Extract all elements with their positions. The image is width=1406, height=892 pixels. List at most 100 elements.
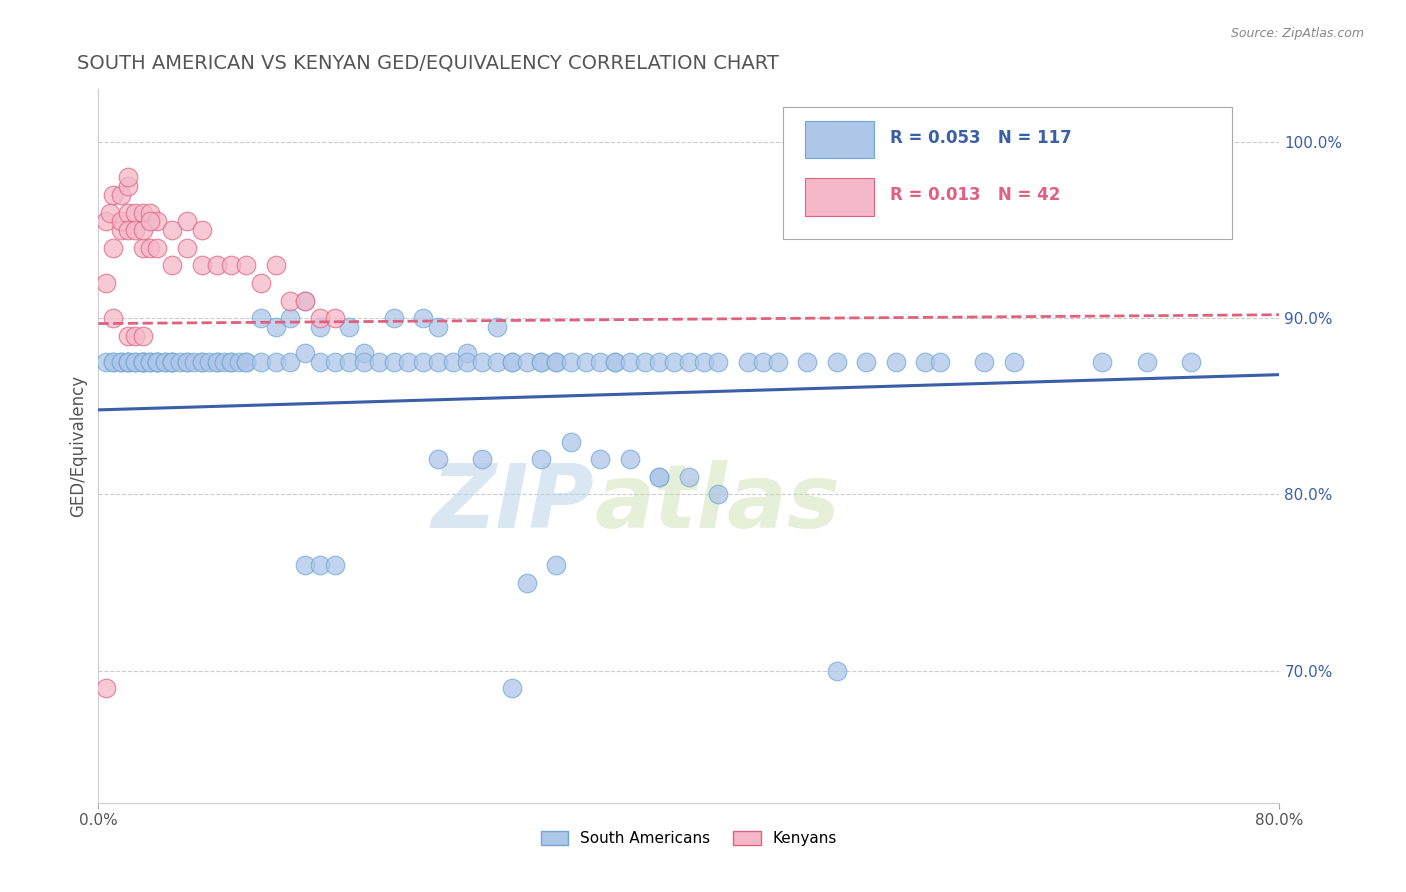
- Point: [103, 355, 125, 369]
- Text: SOUTH AMERICAN VS KENYAN GED/EQUIVALENCY CORRELATION CHART: SOUTH AMERICAN VS KENYAN GED/EQUIVALENCY…: [77, 54, 779, 72]
- Point: [412, 355, 434, 369]
- Point: [132, 329, 155, 343]
- Point: [664, 355, 686, 369]
- Point: [191, 259, 214, 273]
- Point: [117, 205, 139, 219]
- Point: [250, 276, 273, 290]
- FancyBboxPatch shape: [804, 178, 875, 216]
- Point: [589, 355, 612, 369]
- Point: [191, 355, 214, 369]
- Point: [884, 355, 907, 369]
- Point: [619, 452, 641, 467]
- Point: [412, 311, 434, 326]
- Point: [139, 214, 162, 228]
- Point: [353, 355, 375, 369]
- Point: [103, 311, 125, 326]
- Point: [427, 355, 450, 369]
- Point: [914, 355, 936, 369]
- Point: [153, 355, 176, 369]
- Legend: South Americans, Kenyans: South Americans, Kenyans: [534, 825, 844, 852]
- Point: [139, 205, 162, 219]
- Point: [486, 355, 509, 369]
- Point: [132, 205, 155, 219]
- Point: [264, 259, 287, 273]
- Point: [117, 179, 139, 194]
- Point: [103, 241, 125, 255]
- Point: [471, 452, 494, 467]
- Point: [132, 241, 155, 255]
- Point: [146, 355, 169, 369]
- Point: [589, 452, 612, 467]
- Point: [124, 205, 146, 219]
- Point: [228, 355, 250, 369]
- Point: [382, 311, 405, 326]
- Point: [309, 311, 332, 326]
- Point: [605, 355, 627, 369]
- Point: [250, 355, 273, 369]
- Point: [605, 355, 627, 369]
- Point: [212, 355, 235, 369]
- Point: [117, 355, 139, 369]
- Point: [132, 355, 155, 369]
- Point: [153, 355, 176, 369]
- Text: R = 0.053   N = 117: R = 0.053 N = 117: [890, 128, 1071, 146]
- Point: [221, 355, 243, 369]
- Point: [117, 329, 139, 343]
- Point: [575, 355, 598, 369]
- Point: [427, 320, 450, 334]
- Point: [191, 355, 214, 369]
- Point: [183, 355, 205, 369]
- Point: [176, 214, 198, 228]
- Point: [250, 311, 273, 326]
- Point: [162, 259, 183, 273]
- Point: [648, 470, 671, 484]
- Point: [678, 470, 700, 484]
- Point: [235, 355, 257, 369]
- Point: [98, 205, 121, 219]
- Point: [132, 355, 155, 369]
- Point: [973, 355, 995, 369]
- Point: [634, 355, 657, 369]
- Point: [221, 259, 243, 273]
- Point: [707, 355, 730, 369]
- Point: [766, 355, 789, 369]
- Point: [752, 355, 775, 369]
- Point: [117, 355, 139, 369]
- Point: [294, 346, 316, 360]
- Point: [1091, 355, 1114, 369]
- Point: [737, 355, 759, 369]
- Point: [546, 355, 568, 369]
- Point: [176, 355, 198, 369]
- Point: [280, 293, 302, 308]
- Point: [124, 355, 146, 369]
- Point: [825, 355, 848, 369]
- Point: [235, 259, 257, 273]
- Point: [560, 434, 582, 449]
- FancyBboxPatch shape: [783, 107, 1232, 239]
- Point: [855, 355, 877, 369]
- Text: ZIP: ZIP: [432, 459, 595, 547]
- Point: [146, 355, 169, 369]
- Point: [648, 355, 671, 369]
- Point: [486, 320, 509, 334]
- Point: [110, 355, 132, 369]
- Point: [457, 346, 479, 360]
- Point: [339, 320, 361, 334]
- Point: [1002, 355, 1025, 369]
- Point: [124, 329, 146, 343]
- Point: [110, 223, 132, 237]
- Point: [146, 214, 169, 228]
- Point: [94, 276, 117, 290]
- Point: [339, 355, 361, 369]
- Point: [162, 223, 183, 237]
- Point: [176, 241, 198, 255]
- Point: [1136, 355, 1159, 369]
- Point: [530, 452, 553, 467]
- Point: [280, 311, 302, 326]
- Point: [94, 355, 117, 369]
- Point: [139, 241, 162, 255]
- Point: [205, 259, 228, 273]
- Point: [398, 355, 420, 369]
- Point: [146, 241, 169, 255]
- Point: [619, 355, 641, 369]
